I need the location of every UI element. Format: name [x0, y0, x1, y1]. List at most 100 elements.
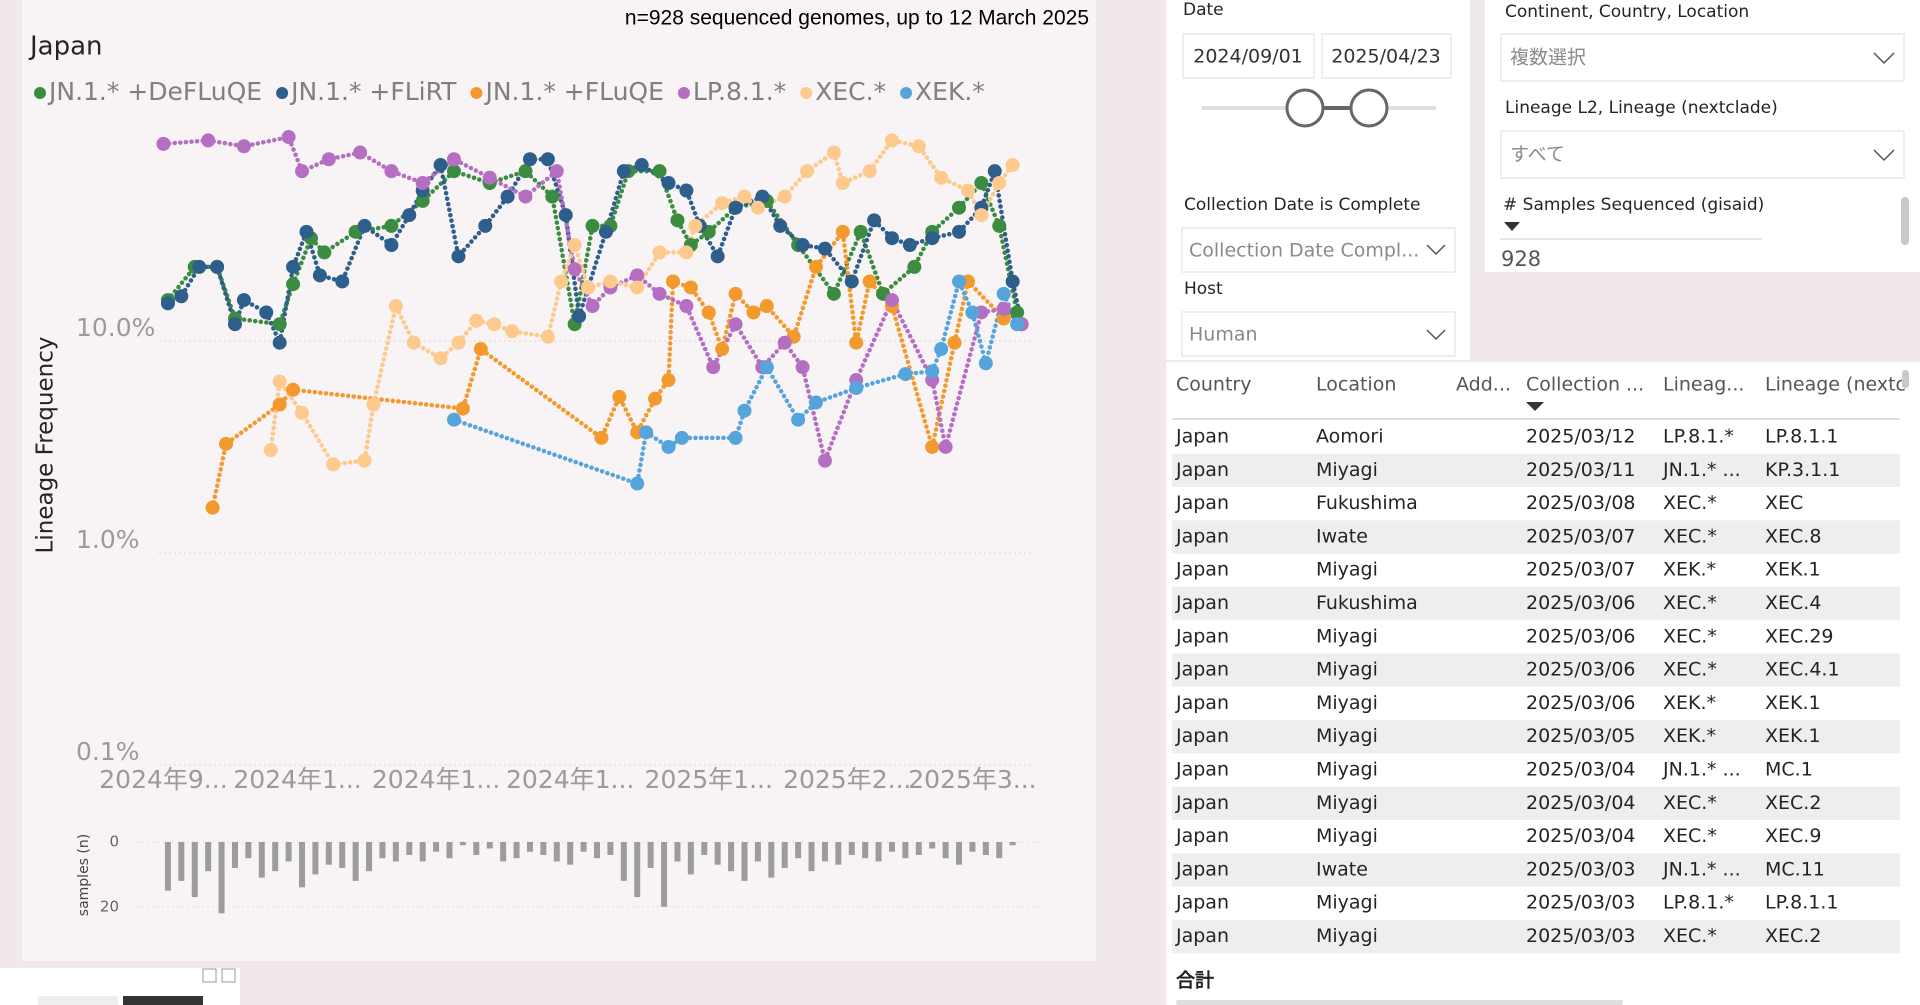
data-point [934, 170, 949, 185]
data-point [992, 218, 1007, 233]
data-point [473, 342, 488, 357]
table-cell: Aomori [1316, 426, 1384, 448]
data-point [795, 238, 810, 253]
data-point [701, 305, 716, 320]
data-point [679, 299, 694, 314]
data-point [540, 152, 555, 167]
data-point [299, 224, 314, 239]
data-point [978, 356, 993, 371]
data-point [286, 382, 301, 397]
table-cell: 2025/03/03 [1526, 892, 1636, 914]
legend: JN.1.* +DeFLuQE JN.1.* +FLiRT JN.1.* +FLuQ… [34, 77, 985, 106]
data-point [286, 259, 301, 274]
table-cell: XEK.* [1663, 725, 1716, 747]
slider-handle[interactable] [1285, 88, 1325, 128]
column-header: Lineag... [1663, 374, 1744, 396]
data-point [826, 286, 841, 301]
table-cell: LP.8.1.1 [1765, 426, 1838, 448]
data-point [478, 218, 493, 233]
date-input[interactable] [1321, 33, 1452, 79]
bar [191, 842, 198, 898]
data-point [156, 136, 171, 151]
date-start[interactable]: 2024/09/01 [1193, 46, 1303, 68]
data-point [867, 213, 882, 228]
data-point [952, 274, 967, 289]
filter-label: Date [1183, 0, 1224, 20]
scrollbar[interactable] [1902, 370, 1909, 388]
table-cell: Japan [1175, 725, 1229, 747]
table-cell: LP.8.1.* [1663, 426, 1734, 448]
data-point [849, 335, 864, 350]
data-point [630, 280, 645, 295]
bar [553, 842, 560, 862]
slider-handle[interactable] [1349, 88, 1389, 128]
data-point [174, 289, 189, 304]
data-point [791, 412, 806, 427]
bar [781, 842, 788, 868]
data-point [674, 430, 689, 445]
data-point [522, 152, 537, 167]
data-point [835, 175, 850, 190]
bar [620, 842, 627, 881]
table-cell: Fukushima [1316, 592, 1418, 614]
table-cell: XEC.4 [1765, 592, 1821, 614]
tab[interactable] [123, 996, 203, 1005]
dropdown[interactable] [1500, 130, 1905, 179]
data-point [737, 403, 752, 418]
column-header: Collection ... [1526, 374, 1644, 396]
sort-arrow[interactable] [1526, 402, 1544, 411]
table-cell: Japan [1175, 925, 1229, 947]
table-cell: XEC.* [1663, 625, 1717, 647]
date-input[interactable] [1182, 33, 1315, 79]
dropdown-value[interactable]: 複数選択 [1510, 47, 1586, 69]
legend-label: JN.1.* +DeFLuQE [47, 77, 262, 106]
dropdown-value[interactable]: Human [1189, 324, 1258, 346]
card-label: # Samples Sequenced (gisaid) [1503, 195, 1764, 215]
table-cell: JN.1.* ... [1662, 459, 1741, 481]
dropdown-value[interactable]: すべて [1510, 144, 1565, 166]
dropdown[interactable] [1181, 227, 1456, 273]
data-point [809, 395, 823, 410]
date-end[interactable]: 2025/04/23 [1331, 46, 1441, 68]
data-point [715, 342, 730, 357]
bar [392, 842, 399, 862]
focus-icon[interactable] [221, 968, 236, 983]
row-stripe [1172, 919, 1900, 954]
scrollbar[interactable] [1901, 197, 1909, 245]
data-point [648, 391, 663, 406]
data-point [549, 164, 564, 179]
data-point [554, 274, 569, 289]
sort-arrow[interactable] [1504, 222, 1520, 231]
tab[interactable] [38, 996, 118, 1005]
data-point [898, 367, 913, 382]
data-point [925, 231, 940, 246]
page-tabs [0, 968, 240, 1005]
data-point [952, 200, 967, 215]
dropdown[interactable] [1181, 311, 1456, 357]
data-point [630, 268, 645, 283]
dropdown[interactable] [1500, 33, 1905, 82]
bar [982, 842, 989, 855]
bar [580, 842, 587, 852]
h-scrollbar[interactable] [1176, 1000, 1623, 1005]
table: Country Location Add... Collection ... Linea… [1172, 374, 1906, 954]
dropdown-value[interactable]: Collection Date Compl... [1189, 240, 1419, 262]
filter-icon[interactable] [202, 968, 217, 983]
legend-marker [677, 87, 690, 99]
table-cell: 2025/03/04 [1526, 792, 1636, 814]
data-point [415, 175, 430, 190]
table-cell: XEK.* [1663, 692, 1716, 714]
data-point [518, 189, 533, 204]
data-point [817, 453, 832, 468]
data-point [987, 164, 1002, 179]
data-point [925, 364, 940, 379]
bar [379, 842, 386, 859]
table-cell: JN.1.* ... [1662, 858, 1741, 880]
table-cell: Japan [1175, 659, 1229, 681]
table-cell: Miyagi [1316, 892, 1378, 914]
x-tick-label: 2024年1... [506, 765, 634, 794]
data-point [433, 351, 448, 366]
data-point [661, 373, 676, 388]
data-point [728, 286, 743, 301]
data-point [1010, 317, 1025, 332]
